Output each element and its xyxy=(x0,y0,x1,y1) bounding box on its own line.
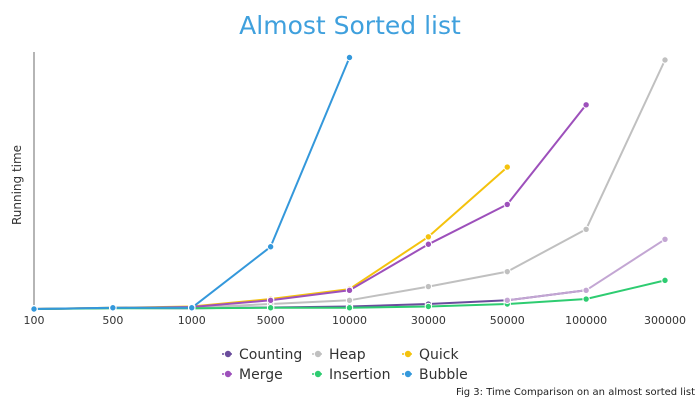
figure-caption: Fig 3: Time Comparison on an almost sort… xyxy=(456,387,695,398)
data-point-heap xyxy=(345,296,354,304)
y-axis-label: Running time xyxy=(10,145,24,225)
x-tick-label: 10000 xyxy=(332,314,367,327)
data-point-insertion xyxy=(661,276,669,285)
legend-marker-heap xyxy=(314,350,322,358)
data-point-insertion xyxy=(345,304,354,312)
legend-marker-counting xyxy=(224,350,232,358)
series-points xyxy=(30,53,669,313)
legend-label-heap: Heap xyxy=(329,347,366,363)
data-point-heap xyxy=(661,56,669,64)
legend-marker-insertion xyxy=(314,370,322,378)
data-point-merge xyxy=(345,286,354,295)
legend-label-merge: Merge xyxy=(239,367,283,383)
series-line-quick xyxy=(33,166,508,310)
x-tick-label: 100 xyxy=(24,314,45,327)
legend-marker-quick xyxy=(404,350,412,358)
legend-marker-bubble xyxy=(404,370,412,378)
data-point-series-6 xyxy=(582,286,590,295)
series-line-bubble xyxy=(33,57,351,310)
data-point-series-6 xyxy=(503,296,511,304)
data-point-quick xyxy=(503,163,511,171)
data-point-heap xyxy=(424,282,433,291)
x-tick-label: 100000 xyxy=(565,314,607,327)
data-point-insertion xyxy=(266,304,275,312)
data-point-insertion xyxy=(582,295,590,303)
x-tick-label: 1000 xyxy=(178,314,206,327)
chart-title: Almost Sorted list xyxy=(239,11,461,40)
data-point-bubble xyxy=(188,304,196,312)
series-line-merge xyxy=(33,104,587,310)
series-line-heap xyxy=(33,59,666,310)
data-point-bubble xyxy=(109,304,117,312)
series-lines xyxy=(33,57,666,310)
legend-label-counting: Counting xyxy=(239,347,302,363)
x-tick-label: 300000 xyxy=(644,314,686,327)
data-point-merge xyxy=(503,200,511,209)
legend-label-quick: Quick xyxy=(419,347,459,363)
data-point-merge xyxy=(266,296,275,304)
x-tick-label: 50000 xyxy=(490,314,525,327)
x-tick-label: 500 xyxy=(102,314,123,327)
data-point-quick xyxy=(424,233,433,241)
data-point-bubble xyxy=(345,53,354,62)
data-point-bubble xyxy=(30,305,38,313)
data-point-heap xyxy=(503,267,511,276)
data-point-insertion xyxy=(424,302,433,311)
data-point-bubble xyxy=(266,243,275,251)
data-point-heap xyxy=(582,225,590,234)
data-point-merge xyxy=(424,240,433,248)
data-point-merge xyxy=(582,101,590,109)
legend-marker-merge xyxy=(224,370,232,378)
x-tick-label: 30000 xyxy=(411,314,446,327)
legend-label-insertion: Insertion xyxy=(329,367,390,383)
legend: Counting Heap Quick Merge Insertion Bubble xyxy=(222,347,468,383)
legend-label-bubble: Bubble xyxy=(419,367,468,383)
data-point-series-6 xyxy=(661,235,669,243)
x-tick-label: 5000 xyxy=(257,314,285,327)
x-axis-ticks: 100 500 1000 5000 10000 30000 50000 100000 30000… xyxy=(24,314,687,327)
